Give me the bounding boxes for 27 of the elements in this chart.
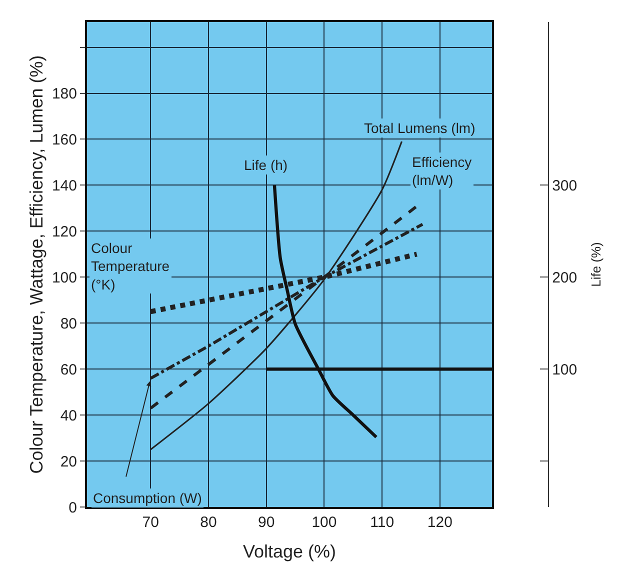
y-tick-label: 80 [60, 315, 77, 332]
y-tick-label: 120 [52, 223, 77, 240]
text: Consumption (W) [93, 490, 202, 506]
y-tick-label: 0 [68, 499, 77, 516]
y-axis-title: Colour Temperature, Wattage, Efficiency, Lumen (%) [26, 55, 47, 474]
y-tick-label: 160 [52, 131, 77, 148]
y-tick-label: 20 [60, 453, 77, 470]
y2-tick-label: 200 [552, 269, 578, 286]
y-tick-label: 140 [52, 177, 77, 194]
series-label: Colour Temperature (°K) [91, 240, 170, 292]
x-tick-label: 120 [427, 514, 452, 531]
x-tick-label: 80 [200, 514, 217, 531]
x-tick-label: 90 [258, 514, 275, 531]
series-label: Efficiency (lm/W) [412, 154, 472, 188]
x-tick-label: 100 [312, 514, 337, 531]
y2-tick-label: 100 [552, 361, 578, 378]
y2-tick-label: 300 [552, 177, 578, 194]
y-tick-label: 60 [60, 361, 77, 378]
x-tick-label: 70 [142, 514, 159, 531]
x-axis-title: Voltage (%) [242, 542, 336, 562]
x-tick-label: 110 [370, 514, 394, 531]
series-label: Total Lumens (lm) [364, 120, 476, 136]
y-tick-label: 40 [60, 407, 77, 424]
y-tick-label: 100 [52, 269, 77, 286]
y-tick-label: 180 [52, 86, 77, 103]
series-label: Life (h) [244, 157, 288, 173]
y2-axis-title: Life (%) [588, 242, 604, 287]
